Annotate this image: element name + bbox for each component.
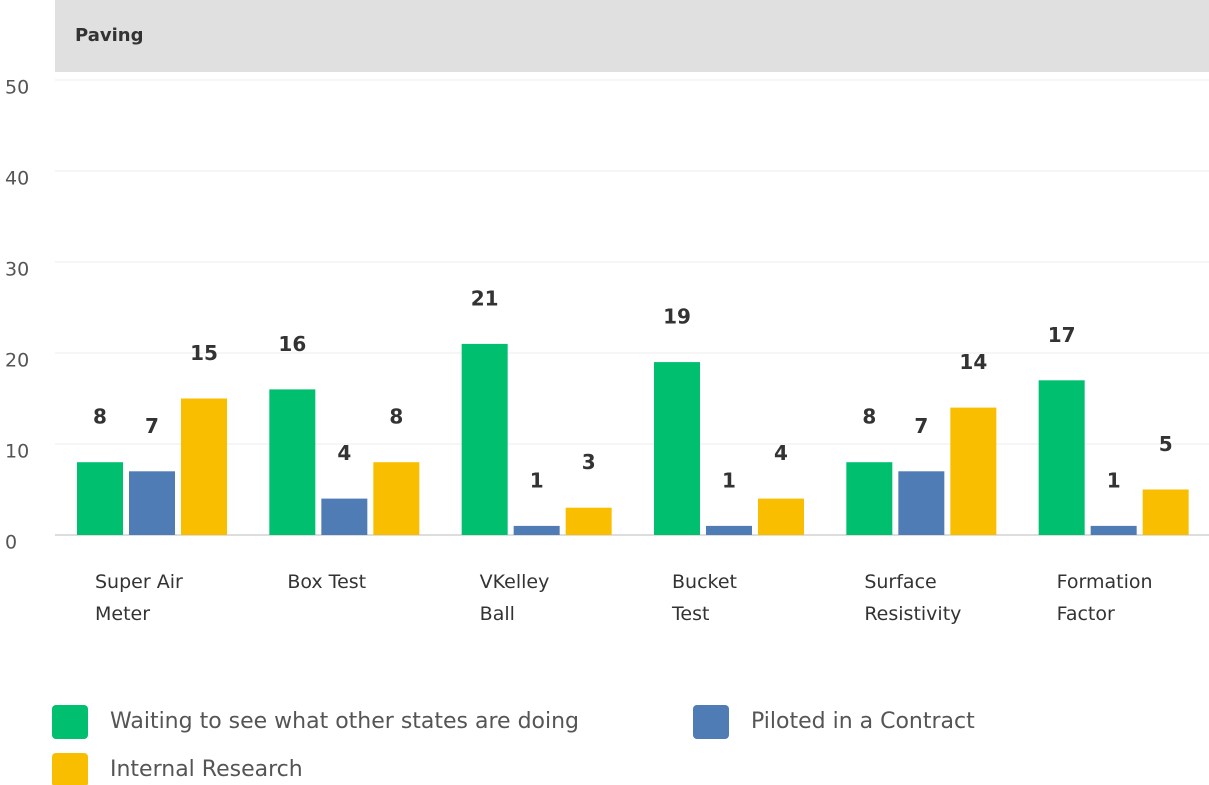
- value-label: 8: [93, 405, 107, 429]
- bar: [373, 462, 420, 535]
- bar: [1142, 489, 1189, 535]
- bar: [1090, 525, 1137, 535]
- x-tick-label: Formation Factor: [1057, 571, 1153, 625]
- legend-swatch: [52, 705, 88, 739]
- x-tick-label: Box Test: [287, 571, 366, 593]
- bar: [950, 407, 997, 535]
- value-label: 7: [145, 414, 159, 438]
- y-tick-label: 50: [5, 77, 29, 99]
- legend-swatch: [52, 753, 88, 785]
- bar: [129, 471, 175, 535]
- value-label: 15: [190, 341, 218, 365]
- y-tick-label: 10: [5, 441, 29, 463]
- x-tick-label: Super Air Meter: [95, 571, 183, 625]
- x-tick-label: VKelley Ball: [480, 571, 550, 625]
- legend-label: Waiting to see what other states are doi…: [110, 709, 579, 734]
- value-label: 1: [530, 468, 544, 492]
- value-label: 14: [959, 350, 987, 374]
- value-label: 7: [914, 414, 928, 438]
- bar: [181, 398, 227, 535]
- bar: [1038, 380, 1085, 535]
- value-label: 3: [582, 450, 596, 474]
- bar: [321, 498, 368, 535]
- legend-label: Piloted in a Contract: [751, 709, 975, 734]
- x-tick-label: Bucket Test: [671, 571, 737, 625]
- chart-title: Paving: [75, 25, 143, 46]
- bar: [269, 389, 316, 535]
- bar: [513, 525, 560, 535]
- value-label: 5: [1159, 432, 1173, 456]
- value-label: 16: [278, 332, 306, 356]
- bar: [706, 525, 752, 535]
- value-label: 1: [1107, 468, 1121, 492]
- value-label: 4: [774, 441, 788, 465]
- bar: [846, 462, 893, 535]
- header-band: [55, 0, 1209, 72]
- legend-label: Internal Research: [110, 757, 303, 782]
- legend-swatch: [693, 705, 729, 739]
- value-label: 17: [1048, 323, 1076, 347]
- bar: [461, 343, 508, 535]
- bar: [654, 362, 700, 535]
- y-tick-label: 20: [5, 350, 29, 372]
- y-tick-label: 30: [5, 259, 29, 281]
- value-label: 21: [471, 286, 499, 310]
- value-label: 1: [722, 468, 736, 492]
- bar: [77, 462, 123, 535]
- y-tick-label: 0: [5, 532, 17, 554]
- value-label: 19: [663, 305, 691, 329]
- value-label: 8: [862, 405, 876, 429]
- bar: [565, 507, 612, 535]
- bar: [758, 498, 804, 535]
- x-tick-label: Surface Resistivity: [864, 571, 961, 625]
- value-label: 8: [389, 405, 403, 429]
- y-tick-label: 40: [5, 168, 29, 190]
- value-label: 4: [337, 441, 351, 465]
- bar: [898, 471, 945, 535]
